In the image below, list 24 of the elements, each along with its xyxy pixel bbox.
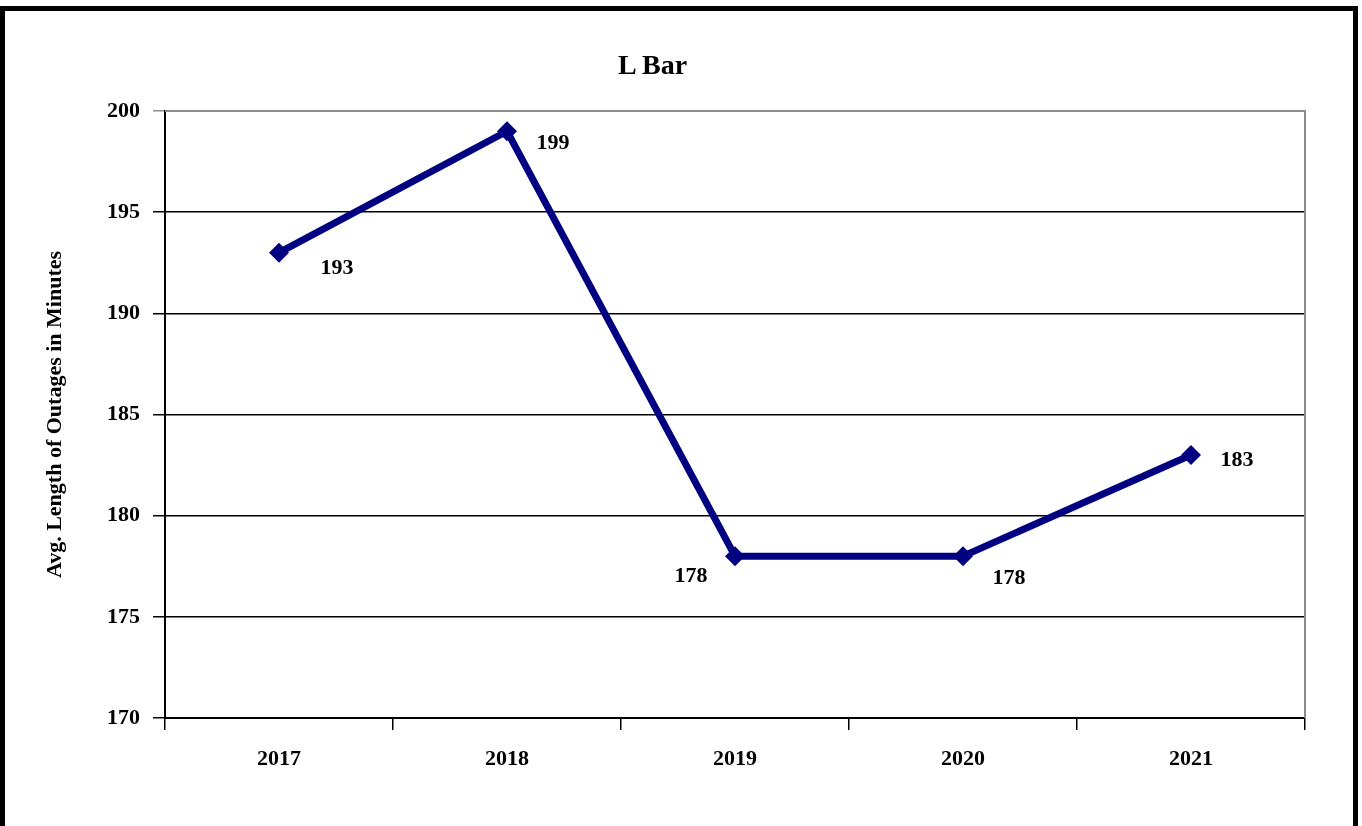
x-tick-label: 2017: [257, 744, 301, 770]
point: [1181, 444, 1201, 465]
x-tick-label: 2021: [1169, 744, 1213, 770]
y-tick-label: 170: [107, 703, 140, 729]
y-tick-label: 185: [107, 400, 140, 426]
data-label: 178: [674, 561, 708, 587]
y-tick-label: 190: [107, 299, 140, 325]
data-label: 178: [992, 563, 1026, 589]
data-label: 183: [1220, 445, 1254, 471]
x-tick-label: 2018: [485, 744, 529, 770]
y-tick-label: 175: [107, 602, 140, 628]
point: [269, 242, 289, 263]
point: [725, 546, 745, 567]
y-axis-title: Avg. Length of Outages in Minutes: [40, 250, 66, 579]
y-tick-label: 200: [107, 96, 140, 122]
y-tick-label: 195: [107, 197, 140, 223]
data-label: 199: [536, 128, 570, 154]
point: [497, 121, 517, 142]
point: [953, 546, 973, 567]
x-tick-label: 2020: [941, 744, 985, 770]
y-tick-label: 180: [107, 501, 140, 527]
x-tick-label: 2019: [713, 744, 757, 770]
chart-title: L Bar: [617, 49, 688, 81]
data-label: 193: [320, 254, 354, 280]
